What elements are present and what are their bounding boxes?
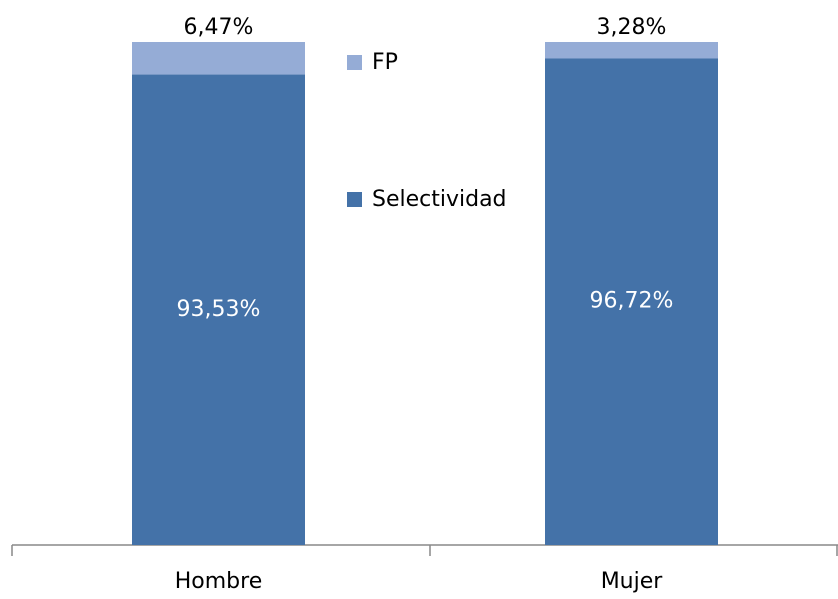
legend-swatch xyxy=(347,192,362,207)
legend-label: FP xyxy=(372,50,398,75)
bar-segment xyxy=(132,42,305,75)
data-label: 96,72% xyxy=(590,289,674,314)
data-label: 3,28% xyxy=(597,15,667,40)
x-tick-label: Mujer xyxy=(601,569,664,594)
data-label: 93,53% xyxy=(177,297,261,322)
data-label: 6,47% xyxy=(184,15,254,40)
bar-segment xyxy=(545,58,718,545)
legend-label: Selectividad xyxy=(372,187,507,212)
bar-segment xyxy=(545,42,718,59)
legend-swatch xyxy=(347,55,362,70)
x-tick-label: Hombre xyxy=(175,569,263,594)
bar-segment xyxy=(132,74,305,545)
